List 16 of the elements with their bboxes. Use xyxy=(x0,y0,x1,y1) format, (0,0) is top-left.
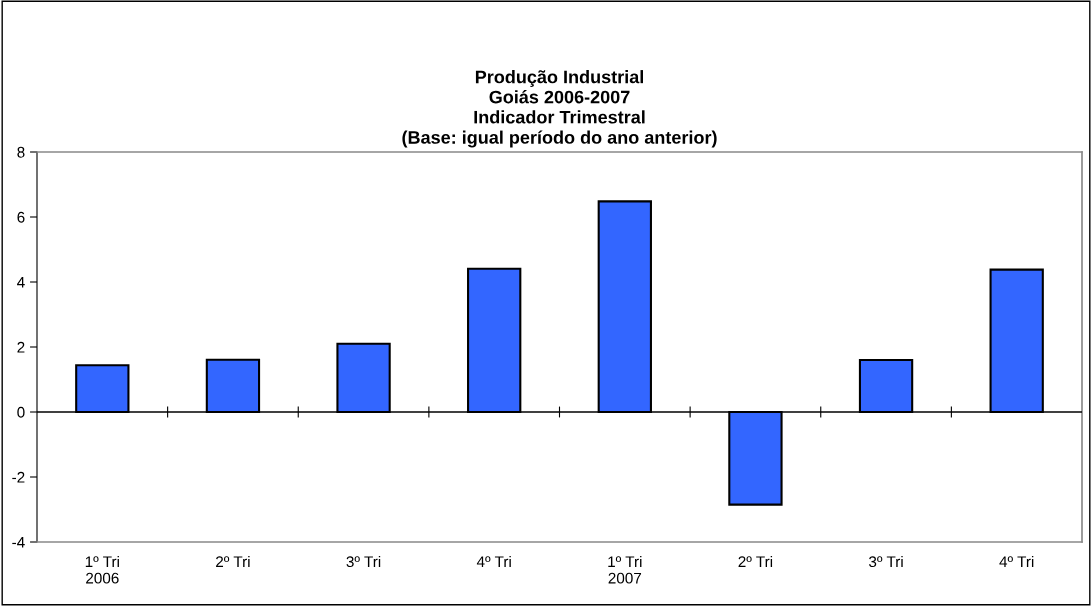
y-tick-label: -4 xyxy=(12,537,25,548)
x-tick-label: 3º Tri xyxy=(346,555,381,568)
x-tick-label: 2º Tri xyxy=(738,555,773,567)
x-tick-label: 3º Tri xyxy=(869,555,903,568)
y-tick-label: 0 xyxy=(17,406,25,418)
x-tick-label: 4º Tri xyxy=(999,555,1034,567)
y-tick-label: 6 xyxy=(17,211,25,223)
y-tick-label: 8 xyxy=(17,146,25,158)
x-tick-label: 1º Tri 2006 xyxy=(85,555,119,584)
y-tick-label: 4 xyxy=(17,277,25,288)
x-tick-label: 1º Tri 2007 xyxy=(608,555,642,584)
x-tick-label: 4º Tri xyxy=(476,555,511,567)
y-tick-label: 2 xyxy=(17,341,25,353)
x-tick-label: 2º Tri xyxy=(216,555,250,567)
chart-title: Produção Industrial Goiás 2006-2007 Indicador Trimestral (Base: igual período do ano anterior) xyxy=(402,70,717,148)
y-tick-label: -2 xyxy=(12,471,25,483)
